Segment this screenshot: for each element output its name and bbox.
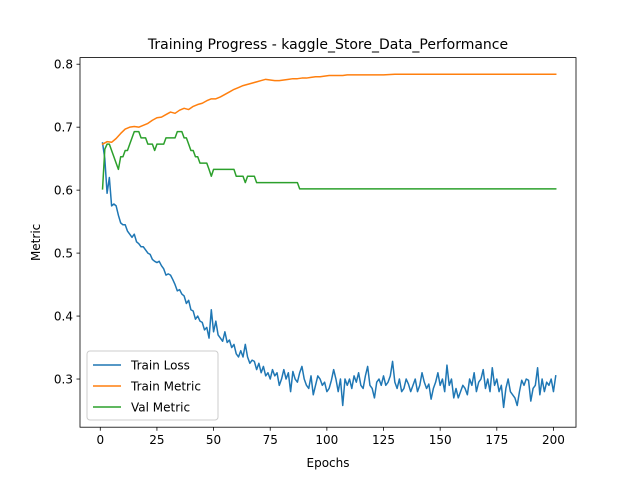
y-tick-label: 0.8 [54, 58, 73, 72]
x-tick-label: 75 [263, 433, 278, 447]
series-line-val-metric [101, 130, 557, 190]
x-tick-label: 100 [315, 433, 338, 447]
x-tick-label: 175 [485, 433, 508, 447]
series-line-train-metric [101, 73, 557, 146]
y-tick-label: 0.7 [54, 120, 73, 134]
x-tick-label: 125 [372, 433, 395, 447]
y-axis-ticks: 0.3 0.4 0.5 0.6 0.7 0.8 [54, 58, 80, 386]
legend-label: Val Metric [131, 400, 190, 414]
legend-label: Train Metric [130, 379, 201, 393]
x-tick-label: 200 [542, 433, 565, 447]
series-line-train-loss [101, 142, 557, 409]
legend-label: Train Loss [130, 358, 190, 372]
y-tick-label: 0.4 [54, 309, 73, 323]
x-axis-ticks: 0 25 50 75 100 125 150 175 200 [96, 427, 565, 447]
x-tick-label: 0 [96, 433, 104, 447]
chart-legend: Train Loss Train Metric Val Metric [86, 350, 219, 421]
x-tick-label: 25 [149, 433, 164, 447]
chart-title: Training Progress - kaggle_Store_Data_Pe… [147, 37, 508, 53]
series-lines [101, 73, 557, 409]
x-tick-label: 50 [206, 433, 221, 447]
plot-frame [79, 57, 577, 428]
y-tick-label: 0.6 [54, 183, 73, 197]
y-axis-label: Metric [29, 224, 43, 261]
x-tick-label: 150 [429, 433, 452, 447]
x-axis-label: Epochs [307, 456, 350, 470]
legend-box [86, 350, 219, 421]
y-tick-label: 0.5 [54, 246, 73, 260]
y-tick-label: 0.3 [54, 372, 73, 386]
